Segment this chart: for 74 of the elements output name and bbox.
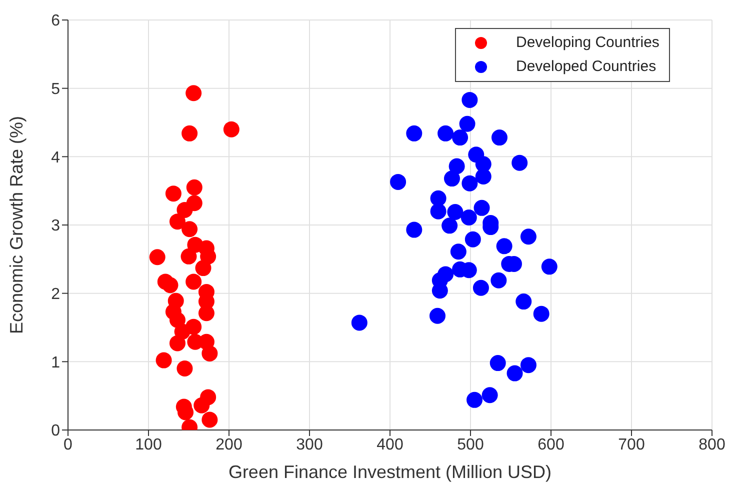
point: [447, 204, 464, 220]
point: [430, 203, 446, 220]
point: [162, 277, 178, 294]
y-tick-label: 6: [51, 12, 60, 30]
point: [520, 228, 536, 245]
point: [198, 305, 214, 322]
y-tick-label: 2: [51, 286, 60, 304]
y-tick-label: 4: [51, 149, 60, 166]
point: [156, 352, 172, 368]
point: [482, 387, 498, 404]
y-tick-label: 3: [51, 218, 60, 235]
point: [202, 412, 218, 428]
point: [490, 355, 506, 372]
point: [516, 294, 532, 310]
point: [520, 357, 536, 374]
point: [472, 280, 489, 296]
legend-label: Developed Countries: [516, 57, 656, 77]
point: [466, 392, 483, 408]
x-tick-label: 800: [698, 436, 726, 454]
point: [462, 92, 478, 108]
point: [491, 130, 508, 146]
point: [176, 360, 193, 376]
point: [474, 200, 490, 216]
point: [452, 130, 468, 146]
point: [223, 121, 240, 138]
point: [149, 249, 166, 266]
point: [186, 85, 202, 102]
point: [490, 272, 507, 288]
point: [169, 214, 186, 230]
point: [460, 209, 477, 226]
point: [438, 125, 454, 142]
x-tick-label: 200: [216, 436, 242, 454]
point: [186, 274, 202, 290]
point: [406, 222, 422, 238]
point: [444, 170, 460, 187]
point: [202, 345, 218, 362]
point: [512, 154, 528, 171]
point: [533, 306, 550, 322]
point: [176, 202, 193, 218]
x-tick-label: 500: [457, 436, 484, 454]
point: [180, 248, 197, 264]
point: [450, 244, 466, 260]
x-tick-label: 400: [376, 436, 404, 454]
point: [390, 174, 406, 190]
point: [429, 308, 446, 324]
point: [464, 231, 481, 248]
x-tick-label: 700: [618, 436, 645, 454]
legend-label: Developing Countries: [516, 33, 660, 53]
point: [165, 186, 182, 202]
point: [169, 335, 186, 352]
point: [194, 397, 210, 414]
point: [182, 221, 198, 238]
point: [541, 258, 558, 275]
point: [448, 158, 465, 174]
x-tick-label: 0: [64, 436, 73, 454]
point: [351, 314, 368, 331]
point: [462, 175, 478, 192]
x-tick-label: 100: [135, 436, 162, 454]
y-axis-title: Economic Growth Rate (%): [6, 116, 26, 334]
y-tick-label: 1: [51, 354, 60, 372]
x-tick-label: 600: [538, 436, 564, 454]
x-tick-label: 300: [296, 436, 323, 454]
point: [442, 218, 458, 234]
point: [475, 168, 492, 184]
point: [186, 179, 202, 196]
y-tick-label: 0: [51, 422, 60, 440]
x-axis-title: Green Finance Investment (Million USD): [228, 462, 552, 482]
point: [496, 238, 512, 254]
point: [406, 125, 422, 142]
point: [182, 125, 198, 142]
point: [459, 116, 476, 132]
point: [506, 365, 523, 382]
y-tick-label: 5: [51, 81, 60, 98]
point: [195, 260, 212, 276]
